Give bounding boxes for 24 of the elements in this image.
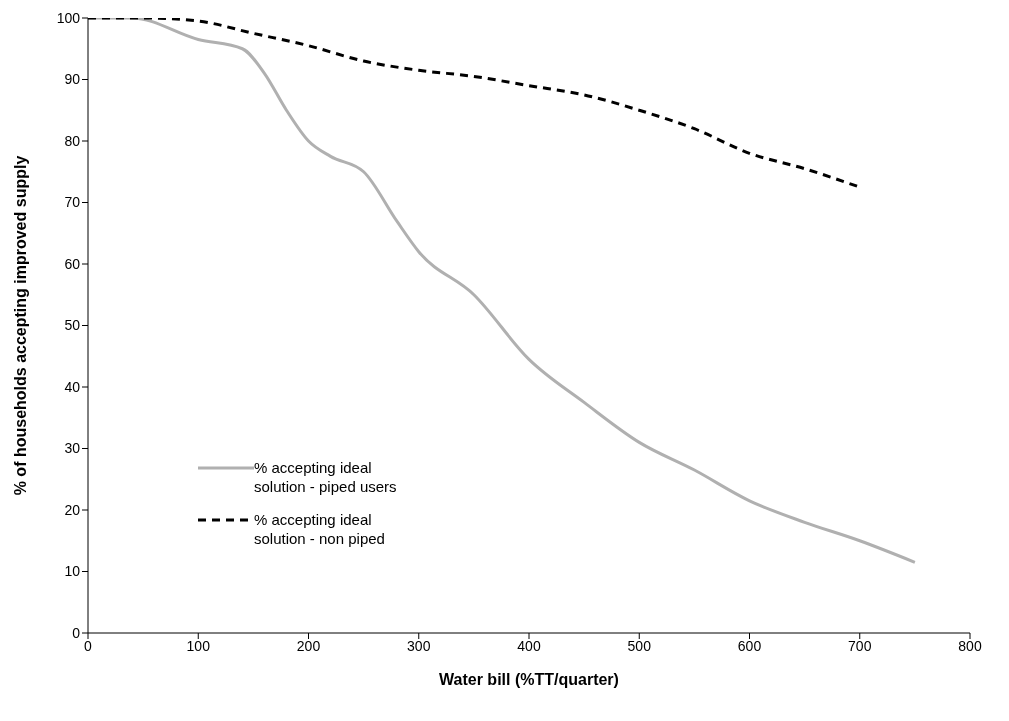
y-tick-label: 100 [56, 9, 81, 26]
y-tick-label: 40 [64, 378, 81, 395]
y-tick-label: 70 [64, 194, 81, 211]
y-tick-label: 30 [64, 440, 81, 457]
x-axis-title: Water bill (%TT/quarter) [439, 671, 619, 688]
x-tick-label: 100 [186, 637, 211, 654]
y-tick-label: 90 [64, 71, 81, 88]
x-tick-label: 600 [737, 637, 762, 654]
y-tick-label: 80 [64, 132, 81, 149]
x-tick-label: 700 [848, 637, 872, 654]
x-tick-label: 200 [296, 637, 321, 654]
x-tick-label: 400 [517, 637, 541, 654]
y-tick-label: 0 [72, 624, 81, 641]
y-tick-label: 60 [64, 255, 81, 272]
y-axis-title: % of households accepting improved supply [11, 155, 29, 496]
x-tick-label: 800 [958, 637, 982, 654]
legend-label: % accepting ideal solution - non piped [254, 510, 386, 548]
y-tick-label: 20 [64, 501, 81, 518]
x-tick-label: 300 [407, 637, 431, 654]
x-tick-label: 0 [84, 637, 93, 654]
y-tick-label: 50 [64, 317, 81, 334]
legend-label: % accepting ideal solution - piped users [254, 458, 398, 496]
x-tick-label: 500 [627, 637, 652, 654]
y-tick-label: 10 [64, 563, 81, 580]
